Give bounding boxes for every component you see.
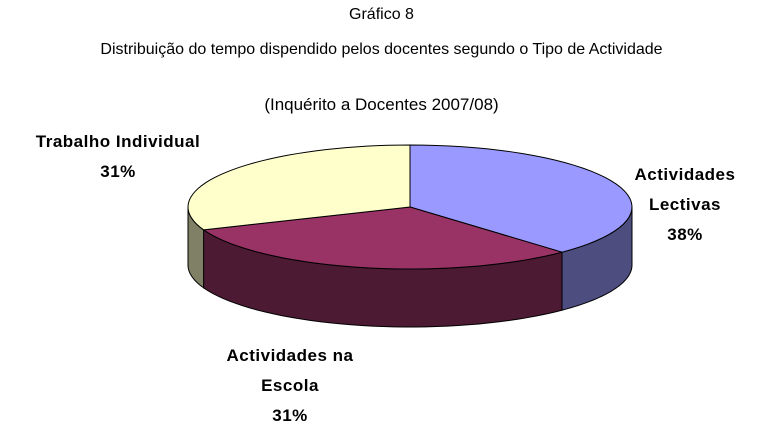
- category-label: Actividades na Escola: [226, 346, 354, 395]
- category-label: Trabalho Individual: [35, 132, 201, 151]
- value-label: 31%: [272, 406, 308, 423]
- figure-label: Gráfico 8: [349, 6, 414, 23]
- category-label: Actividades Lectivas: [634, 165, 736, 214]
- value-label: 31%: [100, 162, 136, 181]
- chart-subtitle: (Inquérito a Docentes 2007/08): [264, 95, 499, 114]
- value-label: 38%: [667, 225, 703, 244]
- slice-label: Actividades na Escola 31%: [195, 341, 385, 423]
- slice-label: Actividades Lectivas 38%: [610, 160, 760, 250]
- chart-title: Distribuição do tempo dispendido pelos d…: [100, 41, 663, 58]
- slice-label: Trabalho Individual 31%: [0, 127, 236, 187]
- slice: [187, 144, 411, 231]
- slice: [409, 144, 633, 253]
- slice: [202, 206, 564, 270]
